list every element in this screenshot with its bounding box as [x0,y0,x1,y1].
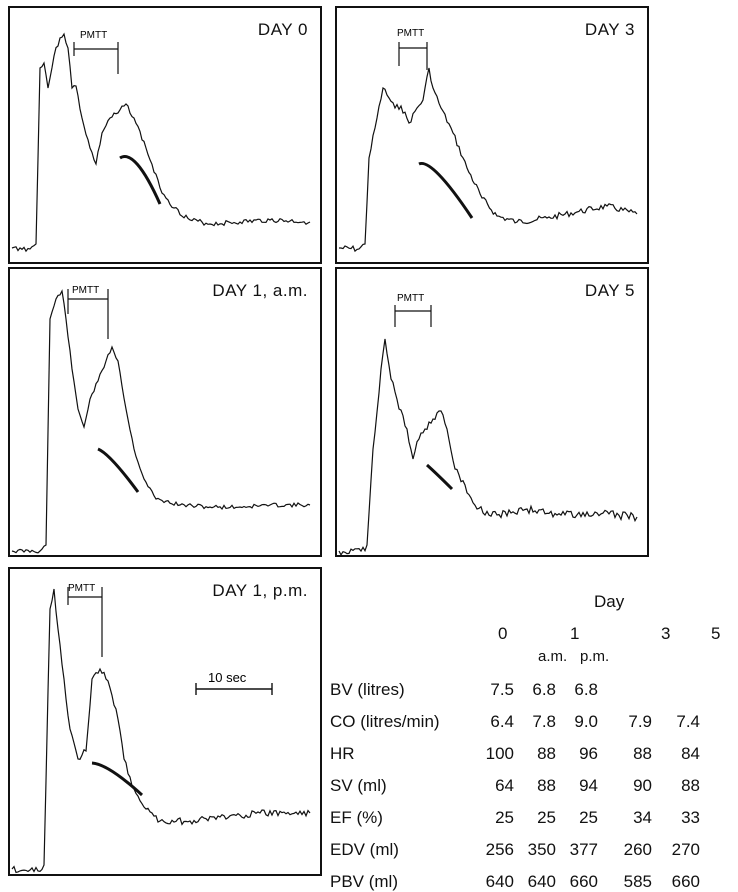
table-cell: 88 [516,744,556,764]
table-cell: 9.0 [558,712,598,732]
downslope-fit-line [427,465,452,489]
table-cell: 660 [558,872,598,892]
pmtt-label: PMTT [397,28,424,39]
table-cell: 7.9 [612,712,652,732]
col-header-day-1: 1 [570,624,579,644]
col-header-day-0: 0 [498,624,507,644]
table-cell: 88 [516,776,556,796]
pmtt-label: PMTT [397,293,424,304]
table-cell: 585 [612,872,652,892]
table-cell: 88 [612,744,652,764]
table-cell: 6.8 [558,680,598,700]
col-header-day-5: 5 [711,624,720,644]
table-cell: 25 [474,808,514,828]
curve-day-1-am: PMTT [10,269,320,555]
table-cell: 94 [558,776,598,796]
table-cell: 90 [612,776,652,796]
table-row-label: HR [330,744,355,764]
table-row-label: CO (litres/min) [330,712,440,732]
pmtt-label: PMTT [68,583,95,594]
downslope-fit-line [98,449,138,492]
table-cell: 7.8 [516,712,556,732]
table-cell: 100 [474,744,514,764]
table-cell: 260 [612,840,652,860]
downslope-fit-line [419,163,472,218]
table-cell: 25 [558,808,598,828]
indicator-curve [339,339,637,555]
table-cell: 25 [516,808,556,828]
curve-day-1-pm: PMTT 10 sec [10,569,320,874]
curve-day-0: PMTT [10,8,320,262]
panel-title: DAY 1, p.m. [212,581,308,601]
panel-day-0: PMTT DAY 0 [8,6,322,264]
subcol-header-pm: p.m. [580,648,609,665]
subcol-header-am: a.m. [538,648,567,665]
pmtt-label: PMTT [72,285,99,296]
table-cell: 640 [474,872,514,892]
table-cell: 34 [612,808,652,828]
results-table: Day 0 1 3 5 a.m. p.m. BV (litres) 7.5 6.8 6… [330,592,738,876]
panel-day-3: PMTT DAY 3 [335,6,649,264]
table-cell: 270 [660,840,700,860]
panel-title: DAY 5 [585,281,635,301]
table-group-header: Day [594,592,624,612]
table-row-label: EF (%) [330,808,383,828]
table-cell: 96 [558,744,598,764]
table-cell: 6.8 [516,680,556,700]
table-row-label: PBV (ml) [330,872,398,892]
panel-title: DAY 0 [258,20,308,40]
table-cell: 377 [558,840,598,860]
table-cell: 7.5 [474,680,514,700]
indicator-curve [339,68,637,251]
table-cell: 84 [660,744,700,764]
col-header-day-3: 3 [661,624,670,644]
table-cell: 33 [660,808,700,828]
table-cell: 640 [516,872,556,892]
time-scale-label: 10 sec [208,670,247,685]
panel-day-5: PMTT DAY 5 [335,267,649,557]
table-cell: 660 [660,872,700,892]
curve-day-5: PMTT [337,269,647,555]
table-row-label: BV (litres) [330,680,405,700]
panel-day-1-pm: PMTT 10 sec DAY 1, p.m. [8,567,322,876]
table-cell: 6.4 [474,712,514,732]
table-cell: 88 [660,776,700,796]
pmtt-label: PMTT [80,30,107,41]
indicator-curve [12,589,310,872]
panel-title: DAY 3 [585,20,635,40]
downslope-fit-line [92,763,142,795]
panel-title: DAY 1, a.m. [212,281,308,301]
table-row-label: SV (ml) [330,776,387,796]
table-cell: 64 [474,776,514,796]
table-cell: 350 [516,840,556,860]
table-cell: 256 [474,840,514,860]
table-cell: 7.4 [660,712,700,732]
downslope-fit-line [120,156,160,204]
panel-day-1-am: PMTT DAY 1, a.m. [8,267,322,557]
indicator-curve [12,34,310,251]
table-row-label: EDV (ml) [330,840,399,860]
indicator-curve [12,291,310,553]
curve-day-3: PMTT [337,8,647,262]
